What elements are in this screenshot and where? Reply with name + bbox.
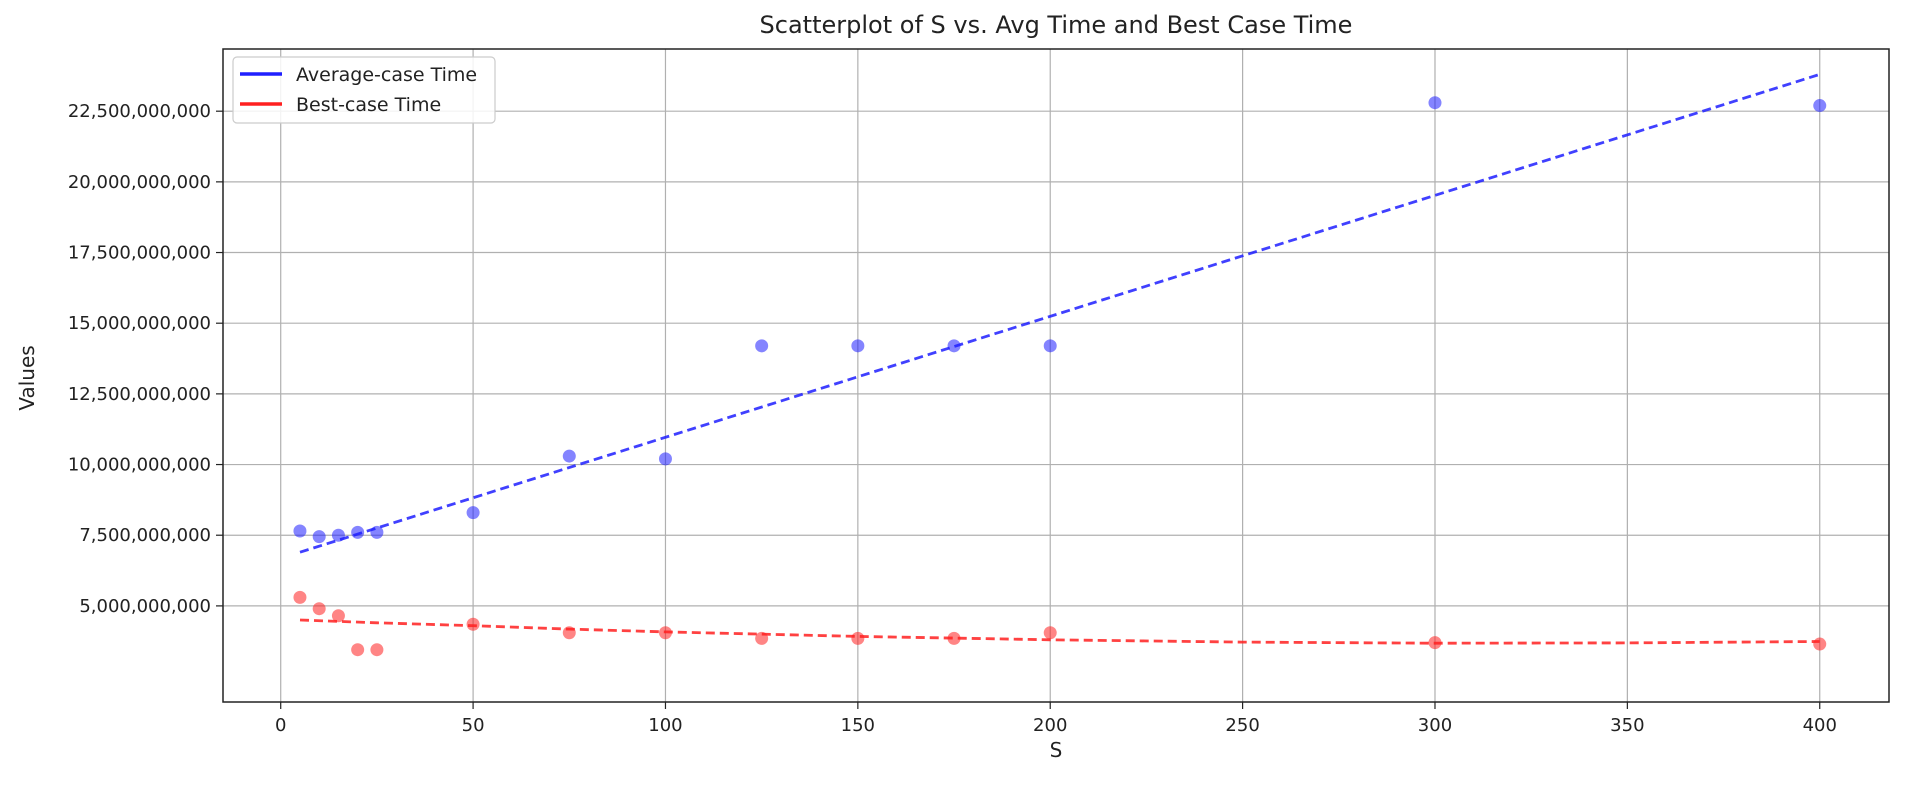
point-best bbox=[370, 643, 384, 657]
y-tick-label: 22,500,000,000 bbox=[68, 101, 211, 122]
point-average bbox=[466, 506, 480, 520]
plot-frame bbox=[222, 48, 1890, 703]
point-best bbox=[466, 617, 480, 631]
y-tick-label: 12,500,000,000 bbox=[68, 384, 211, 405]
point-best bbox=[331, 609, 345, 623]
point-best bbox=[562, 626, 576, 640]
x-tick-label: 150 bbox=[841, 715, 875, 736]
point-average bbox=[562, 449, 576, 463]
data-points bbox=[293, 96, 1827, 657]
y-tick-label: 15,000,000,000 bbox=[68, 313, 211, 334]
y-tick-label: 7,500,000,000 bbox=[79, 525, 211, 546]
legend: Average-case Time Best-case Time bbox=[232, 56, 496, 124]
point-best bbox=[947, 631, 961, 645]
point-best bbox=[1428, 636, 1442, 650]
point-average bbox=[351, 525, 365, 539]
point-average bbox=[312, 530, 326, 544]
y-tick-label: 5,000,000,000 bbox=[79, 596, 211, 617]
point-best bbox=[1043, 626, 1057, 640]
grid-lines bbox=[223, 49, 1889, 702]
x-tick-label: 100 bbox=[648, 715, 682, 736]
chart-title: Scatterplot of S vs. Avg Time and Best C… bbox=[760, 11, 1353, 39]
y-axis-ticks: 5,000,000,000 7,500,000,000 10,000,000,000… bbox=[68, 101, 223, 617]
point-best bbox=[293, 590, 307, 604]
y-tick-label: 17,500,000,000 bbox=[68, 243, 211, 264]
point-best bbox=[755, 631, 769, 645]
point-average bbox=[370, 525, 384, 539]
y-axis-label: Values bbox=[15, 345, 39, 410]
trend-lines bbox=[299, 73, 1821, 645]
point-best bbox=[851, 631, 865, 645]
x-axis-ticks: 0 50 100 150 200 250 300 350 400 bbox=[275, 702, 1837, 736]
legend-label-best: Best-case Time bbox=[296, 94, 441, 116]
point-average bbox=[331, 528, 345, 542]
x-tick-label: 300 bbox=[1418, 715, 1452, 736]
x-tick-label: 0 bbox=[275, 715, 286, 736]
trend-line-average bbox=[299, 73, 1821, 554]
point-average bbox=[1813, 99, 1827, 113]
x-tick-label: 200 bbox=[1033, 715, 1067, 736]
x-tick-label: 250 bbox=[1225, 715, 1259, 736]
legend-label-average: Average-case Time bbox=[296, 64, 477, 86]
point-average bbox=[658, 452, 672, 466]
point-average bbox=[293, 524, 307, 538]
point-best bbox=[312, 602, 326, 616]
x-tick-label: 400 bbox=[1803, 715, 1837, 736]
point-average bbox=[755, 339, 769, 353]
x-tick-label: 50 bbox=[462, 715, 485, 736]
point-average bbox=[947, 339, 961, 353]
legend-box bbox=[232, 56, 496, 124]
trend-line-best bbox=[299, 618, 1820, 645]
x-axis-label: S bbox=[1050, 738, 1063, 762]
point-average bbox=[1043, 339, 1057, 353]
point-best bbox=[351, 643, 365, 657]
y-tick-label: 20,000,000,000 bbox=[68, 172, 211, 193]
point-best bbox=[1813, 637, 1827, 651]
x-tick-label: 350 bbox=[1610, 715, 1644, 736]
point-average bbox=[851, 339, 865, 353]
point-average bbox=[1428, 96, 1442, 110]
y-tick-label: 10,000,000,000 bbox=[68, 455, 211, 476]
point-best bbox=[658, 626, 672, 640]
